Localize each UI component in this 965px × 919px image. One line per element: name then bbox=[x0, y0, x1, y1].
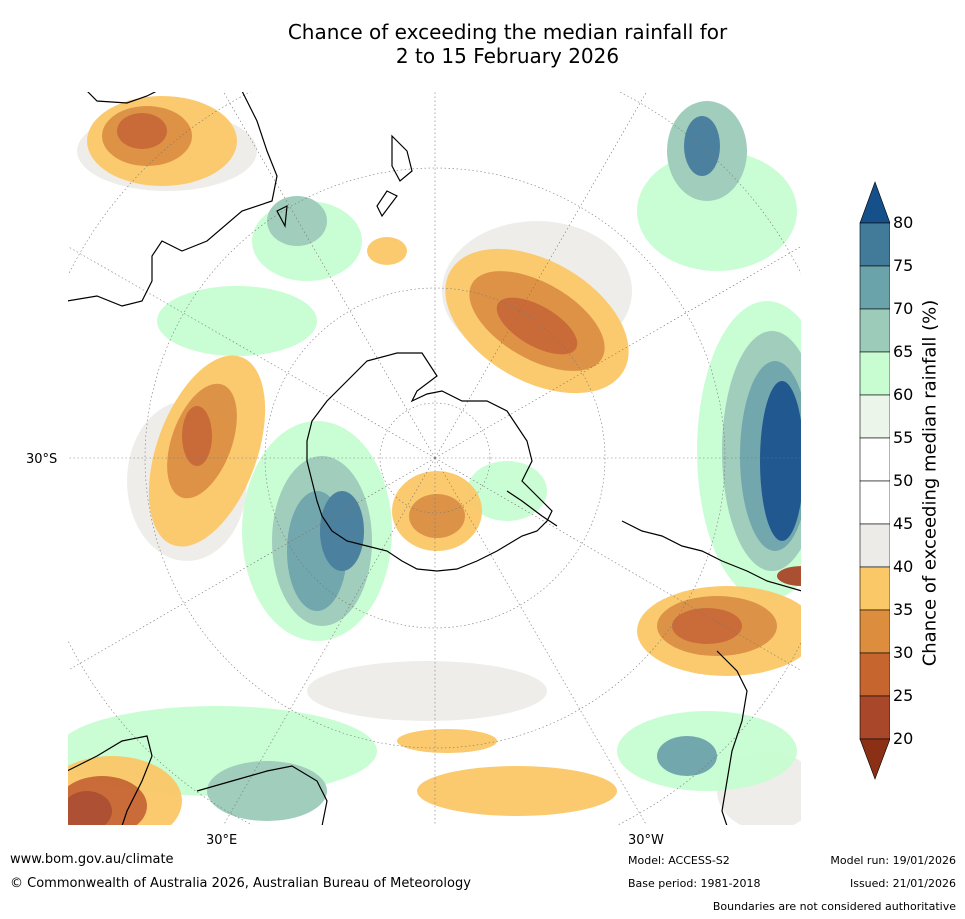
colorbar-band bbox=[859, 523, 890, 568]
colorbar-extend-bottom bbox=[859, 738, 890, 780]
australia-north-coastline bbox=[86, 91, 158, 104]
colorbar-band bbox=[859, 437, 890, 482]
map-frame bbox=[67, 91, 802, 826]
issued-text: Issued: 21/01/2026 bbox=[849, 877, 956, 890]
map-title: Chance of exceeding the median rainfall … bbox=[0, 20, 965, 68]
colorbar-tick-label: 35 bbox=[893, 600, 914, 619]
boundaries-note: Boundaries are not considered authoritat… bbox=[712, 900, 956, 913]
colorbar-tick-label: 20 bbox=[893, 729, 914, 748]
south-america-lower-coastline bbox=[716, 650, 748, 826]
antarctic-peninsula-coastline bbox=[506, 490, 558, 527]
lon-label-30w: 30°W bbox=[628, 833, 664, 848]
colorbar-band bbox=[859, 480, 890, 525]
colorbar-tick-label: 80 bbox=[893, 213, 914, 232]
antarctica-coastline bbox=[306, 352, 553, 572]
colorbar-title: Chance of exceeding median rainfall (%) bbox=[919, 299, 941, 667]
colorbar-bands bbox=[859, 181, 890, 780]
africa-coastline bbox=[67, 735, 153, 826]
lon-label-30e: 30°E bbox=[206, 833, 238, 848]
madagascar-coastline bbox=[196, 765, 328, 826]
colorbar-band bbox=[859, 695, 890, 740]
colorbar-tick-label: 45 bbox=[893, 514, 914, 533]
colorbar-tick-label: 25 bbox=[893, 686, 914, 705]
colorbar-tick-label: 55 bbox=[893, 428, 914, 447]
base-period-text: Base period: 1981-2018 bbox=[628, 877, 761, 890]
colorbar-tick-label: 70 bbox=[893, 299, 914, 318]
colorbar-band bbox=[859, 265, 890, 310]
new-zealand-coastline bbox=[376, 134, 413, 218]
drier-than-median-areas bbox=[67, 96, 802, 826]
model-run-text: Model run: 19/01/2026 bbox=[830, 854, 956, 867]
coastlines bbox=[67, 91, 802, 826]
colorbar-tick-label: 60 bbox=[893, 385, 914, 404]
colorbar-tick-label: 30 bbox=[893, 643, 914, 662]
copyright-text: © Commonwealth of Australia 2026, Austra… bbox=[10, 876, 471, 891]
colorbar-tick-label: 75 bbox=[893, 256, 914, 275]
graticule-lines bbox=[67, 91, 802, 826]
title-line-2: 2 to 15 February 2026 bbox=[395, 44, 620, 68]
lat-label-30s: 30°S bbox=[26, 452, 58, 467]
colorbar-band bbox=[859, 609, 890, 654]
colorbar-tick-label: 50 bbox=[893, 471, 914, 490]
title-line-1: Chance of exceeding the median rainfall … bbox=[287, 20, 728, 44]
colorbar-band bbox=[859, 394, 890, 439]
model-text: Model: ACCESS-S2 bbox=[628, 854, 730, 867]
rainfall-probability-map bbox=[67, 91, 802, 826]
south-america-coastline bbox=[621, 520, 802, 592]
colorbar-band bbox=[859, 351, 890, 396]
australia-coastline bbox=[67, 91, 278, 307]
website-link[interactable]: www.bom.gov.au/climate bbox=[10, 852, 174, 867]
colorbar-band bbox=[859, 652, 890, 697]
tasmania-coastline bbox=[276, 204, 288, 229]
colorbar bbox=[859, 181, 890, 780]
wetter-than-median-areas bbox=[67, 101, 802, 821]
colorbar-tick-label: 40 bbox=[893, 557, 914, 576]
colorbar-band bbox=[859, 222, 890, 267]
colorbar-band bbox=[859, 566, 890, 611]
colorbar-tick-label: 65 bbox=[893, 342, 914, 361]
colorbar-extend-top bbox=[859, 181, 890, 224]
colorbar-band bbox=[859, 308, 890, 353]
